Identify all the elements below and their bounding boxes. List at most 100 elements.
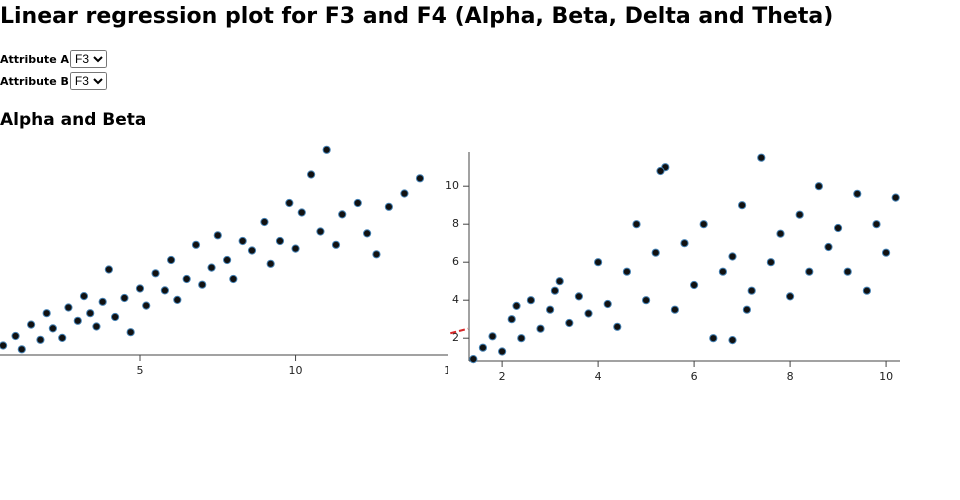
scatter-point <box>92 322 101 331</box>
scatter-point <box>372 250 381 259</box>
right-chart: 2 4 6 8 10 2 4 6 8 10 <box>445 152 900 383</box>
scatter-point <box>266 259 275 268</box>
attribute-a-row: Attribute A F3 <box>0 50 107 68</box>
scatter-point <box>776 229 785 238</box>
scatter-point <box>111 312 120 322</box>
scatter-point <box>517 334 526 343</box>
scatter-point <box>79 292 89 301</box>
scatter-point <box>160 286 169 295</box>
x-tick-label: 5 <box>137 364 144 377</box>
attribute-a-select[interactable]: F3 <box>70 50 107 68</box>
scatter-point <box>86 309 95 318</box>
y-tick-label: 6 <box>452 255 459 268</box>
scatter-point <box>805 267 814 276</box>
scatter-point <box>550 286 560 295</box>
scatter-point <box>512 301 521 310</box>
x-tick-label: 10 <box>879 370 893 383</box>
scatter-point <box>384 202 393 211</box>
scatter-point <box>718 267 727 276</box>
scatter-point <box>64 303 73 312</box>
scatter-point <box>297 208 306 217</box>
attribute-b-row: Attribute B F3 <box>0 72 107 90</box>
scatter-point <box>73 316 82 325</box>
scatter-point <box>824 242 833 252</box>
page-title: Linear regression plot for F3 and F4 (Al… <box>0 4 834 29</box>
scatter-point <box>680 239 689 248</box>
attribute-b-select[interactable]: F3 <box>69 72 107 90</box>
scatter-point <box>0 341 8 350</box>
scatter-point <box>594 258 603 267</box>
scatter-point <box>260 217 269 227</box>
x-tick-label: 15 <box>444 364 458 377</box>
scatter-point <box>291 244 300 253</box>
scatter-point <box>275 236 285 246</box>
scatter-point <box>151 269 160 278</box>
attribute-b-label: Attribute B <box>0 74 69 88</box>
scatter-point <box>498 347 507 356</box>
scatter-point <box>488 332 497 341</box>
scatter-point <box>223 255 232 265</box>
scatter-point <box>353 198 362 208</box>
scatter-point <box>191 240 201 249</box>
scatter-point <box>104 265 113 274</box>
left-chart: 5 10 15 <box>0 145 458 377</box>
scatter-point <box>584 309 593 318</box>
scatter-point <box>699 220 708 229</box>
scatter-point <box>632 220 641 229</box>
scatter-point <box>58 333 67 342</box>
scatter-point <box>642 296 651 305</box>
scatter-point <box>322 145 331 154</box>
scatter-point <box>415 174 425 183</box>
x-tick-label: 2 <box>499 370 506 383</box>
scatter-point <box>742 305 751 314</box>
scatter-point <box>229 274 238 284</box>
y-tick-label: 10 <box>445 179 459 192</box>
scatter-point <box>565 318 574 328</box>
scatter-point <box>689 280 699 290</box>
scatter-point <box>766 258 775 267</box>
scatter-point <box>526 296 536 305</box>
scatter-point <box>670 305 680 314</box>
scatter-point <box>135 284 145 293</box>
scatter-point <box>881 248 891 257</box>
scatter-point <box>757 153 766 162</box>
scatter-point <box>167 255 176 265</box>
scatter-point <box>98 297 107 306</box>
scatter-point <box>142 301 151 310</box>
scatter-point <box>507 315 516 324</box>
scatter-point <box>872 220 881 229</box>
scatter-point <box>833 223 843 233</box>
scatter-point <box>17 345 26 354</box>
scatter-point <box>555 277 564 286</box>
scatter-point <box>737 201 747 210</box>
scatter-point <box>656 166 665 176</box>
scatter-point <box>814 182 823 191</box>
scatter-point <box>400 189 409 198</box>
y-tick-label: 2 <box>452 331 459 344</box>
scatter-point <box>316 227 325 236</box>
scatter-point <box>307 170 316 179</box>
scatter-point <box>546 305 555 314</box>
scatter-point <box>285 198 294 208</box>
scatter-point <box>469 355 478 364</box>
scatter-point <box>843 267 852 276</box>
scatter-point <box>728 336 737 345</box>
scatter-point <box>36 335 45 344</box>
scatter-point <box>247 246 257 255</box>
scatter-point <box>48 324 57 333</box>
attribute-a-label: Attribute A <box>0 52 69 66</box>
scatter-point <box>213 231 222 240</box>
scatter-point <box>747 286 756 295</box>
scatter-point <box>182 274 191 284</box>
scatter-point <box>120 293 129 303</box>
scatter-point <box>613 322 622 331</box>
scatter-point <box>478 343 488 352</box>
x-tick-label: 8 <box>787 370 794 383</box>
scatter-point <box>622 267 632 276</box>
section-title: Alpha and Beta <box>0 110 147 130</box>
y-tick-label: 4 <box>452 293 459 306</box>
x-tick-label: 10 <box>289 364 303 377</box>
scatter-point <box>795 210 804 219</box>
